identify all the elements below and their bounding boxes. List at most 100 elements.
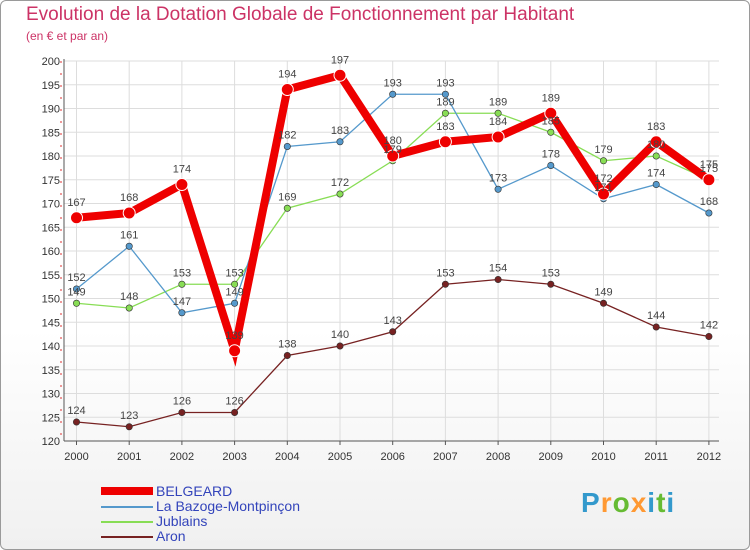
data-label: 175 (700, 163, 718, 175)
data-label: 174 (647, 168, 665, 180)
data-point (122, 206, 136, 220)
data-label: 124 (67, 405, 85, 417)
data-point (125, 304, 133, 312)
data-point (70, 211, 83, 225)
data-point (441, 90, 449, 98)
data-label: 161 (120, 229, 138, 241)
data-label: 173 (489, 172, 507, 184)
x-tick-label: 2000 (64, 451, 88, 463)
logo-letter: x (630, 487, 648, 518)
chart-subtitle: (en € et par an) (26, 29, 109, 43)
data-label: 172 (331, 177, 349, 189)
data-label: 184 (489, 116, 507, 128)
y-tick-label: 175 (42, 175, 60, 187)
data-point (544, 106, 558, 120)
legend-label: Jublains (156, 513, 208, 529)
data-point (547, 280, 555, 288)
y-tick-label: 195 (42, 80, 60, 92)
legend-swatch (101, 487, 153, 495)
data-point (175, 178, 189, 191)
data-point (178, 280, 186, 288)
data-point (441, 109, 449, 117)
series-points (70, 68, 716, 431)
data-point (702, 173, 716, 187)
data-label: 179 (384, 144, 402, 156)
legend-swatch (101, 536, 153, 538)
data-point (336, 342, 344, 350)
data-point (652, 152, 660, 160)
data-point (547, 128, 555, 136)
data-label: 183 (436, 121, 454, 133)
logo-letter: i (666, 487, 676, 518)
data-point (228, 344, 242, 358)
data-point (494, 275, 502, 283)
data-label: 153 (436, 267, 454, 279)
data-label: 180 (647, 139, 665, 151)
data-point (389, 328, 397, 336)
legend-label: BELGEARD (156, 483, 233, 499)
x-tick-label: 2008 (486, 451, 510, 463)
data-point (438, 135, 452, 149)
data-point (705, 209, 713, 217)
data-point (599, 299, 607, 307)
data-label: 172 (594, 173, 612, 185)
y-tick-label: 200 (42, 56, 60, 68)
data-point (441, 280, 449, 288)
x-tick-label: 2005 (328, 451, 352, 463)
data-point (125, 423, 133, 431)
legend-swatch (101, 506, 153, 508)
data-label: 143 (384, 315, 402, 327)
data-point (178, 309, 186, 317)
x-tick-label: 2004 (275, 451, 299, 463)
y-tick-label: 190 (42, 104, 60, 116)
data-point (649, 135, 663, 149)
y-tick-label: 160 (42, 246, 60, 258)
data-label: 174 (173, 164, 191, 176)
data-point (231, 280, 239, 288)
y-tick-label: 185 (42, 127, 60, 139)
axes (60, 59, 719, 445)
data-label: 138 (278, 339, 296, 351)
logo-letter: P (581, 487, 601, 518)
y-tick-label: 140 (42, 341, 60, 353)
proxiti-logo: Proxiti (581, 487, 675, 519)
data-point (73, 418, 81, 426)
data-point (652, 323, 660, 331)
data-label: 189 (542, 92, 560, 104)
data-label: 180 (384, 135, 402, 147)
data-label: 149 (225, 286, 243, 298)
data-label: 183 (647, 121, 665, 133)
data-point (386, 149, 400, 163)
data-label: 171 (594, 182, 612, 194)
data-point (652, 181, 660, 189)
data-point (73, 299, 81, 307)
data-label: 149 (594, 286, 612, 298)
data-label: 189 (436, 96, 454, 108)
data-label: 142 (700, 320, 718, 332)
data-point (494, 109, 502, 117)
data-point (333, 68, 347, 82)
x-tick-label: 2009 (539, 451, 563, 463)
data-label: 153 (225, 267, 243, 279)
data-label: 144 (647, 310, 665, 322)
data-point (125, 242, 133, 250)
logo-letter: i (647, 487, 657, 518)
data-point (597, 187, 610, 201)
x-tick-label: 2011 (644, 451, 668, 463)
y-tick-label: 170 (42, 199, 60, 211)
logo-letter: t (656, 487, 667, 518)
data-point (491, 130, 505, 144)
data-label: 140 (331, 329, 349, 341)
data-label: 153 (173, 267, 191, 279)
data-label: 123 (120, 410, 138, 422)
data-label: 185 (542, 115, 560, 127)
data-label: 179 (594, 144, 612, 156)
data-label: 167 (67, 197, 85, 209)
y-tick-label: 150 (42, 294, 60, 306)
legend-label: La Bazoge-Montpinçon (156, 498, 300, 514)
data-point (705, 332, 713, 340)
data-label: 168 (120, 192, 138, 204)
gridlines (64, 60, 719, 442)
